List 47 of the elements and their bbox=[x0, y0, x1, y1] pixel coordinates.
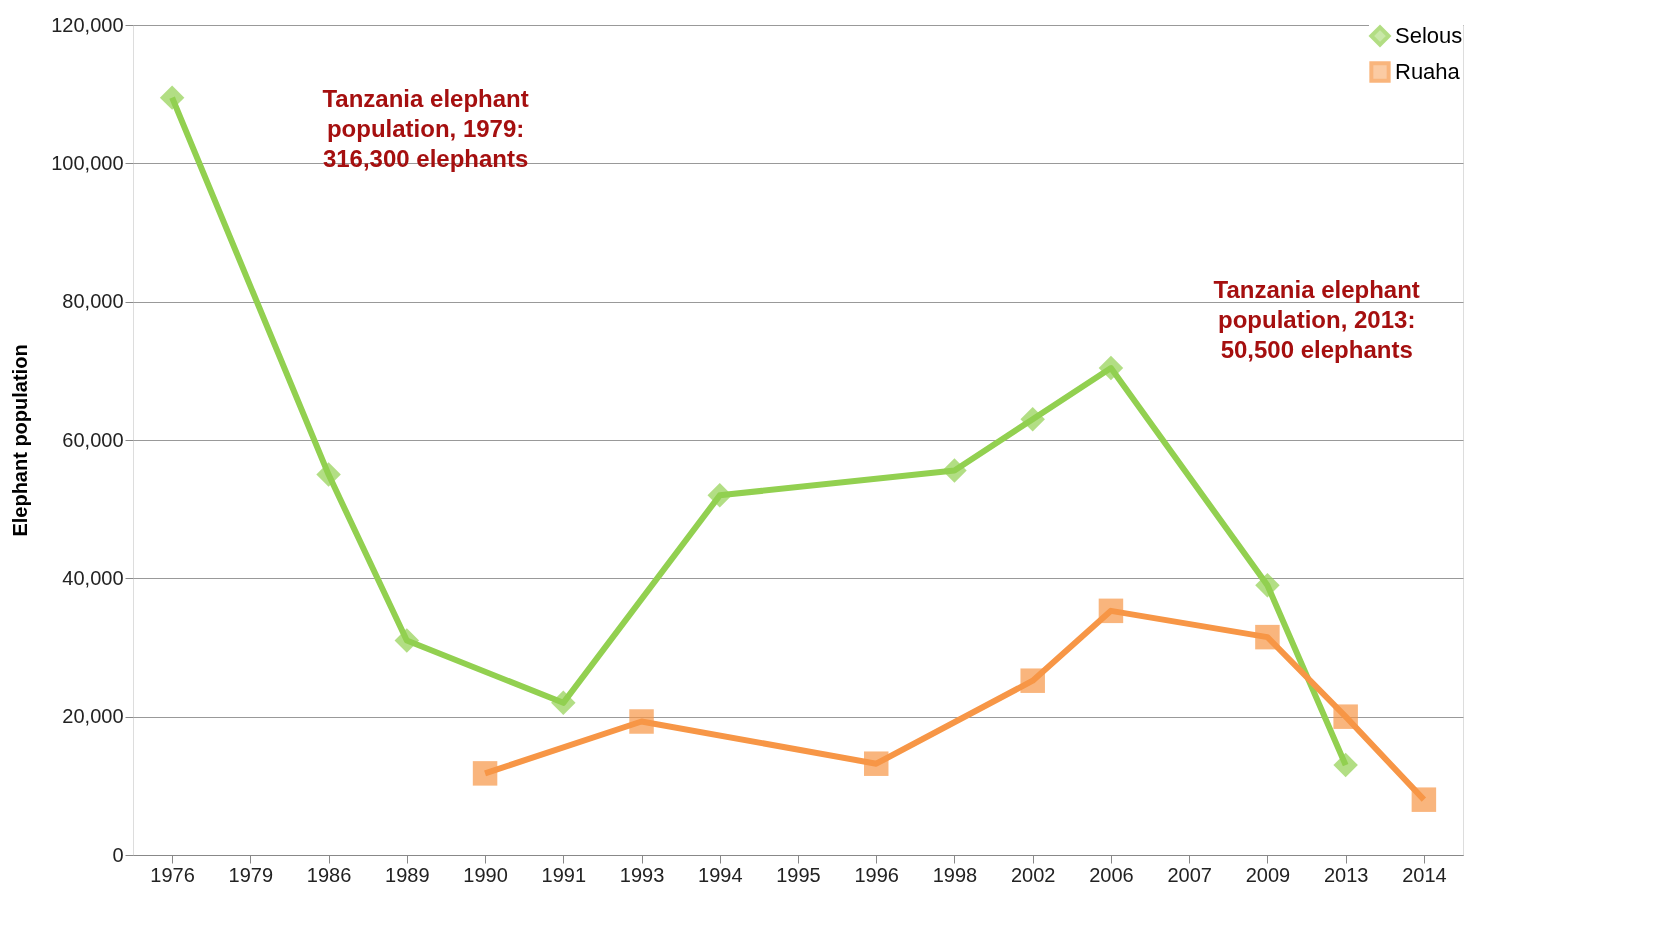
x-tick-label: 1996 bbox=[854, 863, 899, 886]
x-tick-label: 1976 bbox=[150, 863, 195, 886]
point bbox=[1020, 668, 1045, 693]
x-tick-label: 1979 bbox=[228, 863, 274, 886]
y-tick-label: 20,000 bbox=[62, 705, 124, 728]
legend-label: Selous bbox=[1395, 23, 1463, 48]
point bbox=[1255, 624, 1280, 650]
x-tick-label: 1993 bbox=[619, 863, 665, 886]
annotation: Tanzania elephant population, 2013: 50,500 elephants bbox=[1213, 275, 1420, 363]
point bbox=[394, 628, 420, 653]
x-tick-label: 2002 bbox=[1010, 863, 1056, 886]
x-tick-label: 1991 bbox=[541, 863, 587, 886]
y-axis-title: Elephant population bbox=[9, 344, 32, 537]
y-tick-label: 100,000 bbox=[51, 151, 124, 174]
x-tick-label: 1998 bbox=[932, 863, 978, 886]
point bbox=[1411, 787, 1437, 812]
point bbox=[1098, 598, 1124, 624]
point bbox=[316, 462, 341, 487]
point bbox=[1333, 704, 1358, 729]
x-tick-label: 1994 bbox=[698, 863, 743, 886]
point bbox=[942, 458, 967, 483]
point bbox=[863, 751, 889, 776]
x-tick-label: 2014 bbox=[1402, 863, 1447, 886]
y-tick-label: 60,000 bbox=[62, 428, 124, 451]
x-tick-label: 2009 bbox=[1245, 863, 1291, 886]
point bbox=[707, 483, 733, 508]
x-tick-label: 1990 bbox=[463, 863, 508, 886]
point bbox=[551, 690, 576, 716]
x-tick-label: 2007 bbox=[1167, 863, 1212, 886]
y-tick-label: 80,000 bbox=[62, 290, 124, 313]
y-tick-label: 120,000 bbox=[51, 13, 124, 36]
x-tick-label: 2013 bbox=[1323, 863, 1369, 886]
point bbox=[1020, 407, 1045, 432]
point bbox=[472, 761, 498, 786]
legend-label: Ruaha bbox=[1395, 59, 1461, 84]
x-tick-label: 2006 bbox=[1089, 863, 1134, 886]
x-tick-label: 1986 bbox=[306, 863, 352, 886]
point bbox=[629, 709, 654, 734]
point bbox=[159, 85, 185, 110]
y-tick-label: 0 bbox=[112, 843, 124, 866]
x-tick-label: 1989 bbox=[385, 863, 430, 886]
y-tick-label: 40,000 bbox=[62, 566, 124, 589]
annotation: Tanzania elephant population, 1979: 316,300 elephants bbox=[322, 84, 529, 172]
point bbox=[1255, 573, 1280, 598]
x-tick-label: 1995 bbox=[776, 863, 821, 886]
point bbox=[1098, 355, 1124, 381]
point bbox=[1333, 752, 1358, 778]
